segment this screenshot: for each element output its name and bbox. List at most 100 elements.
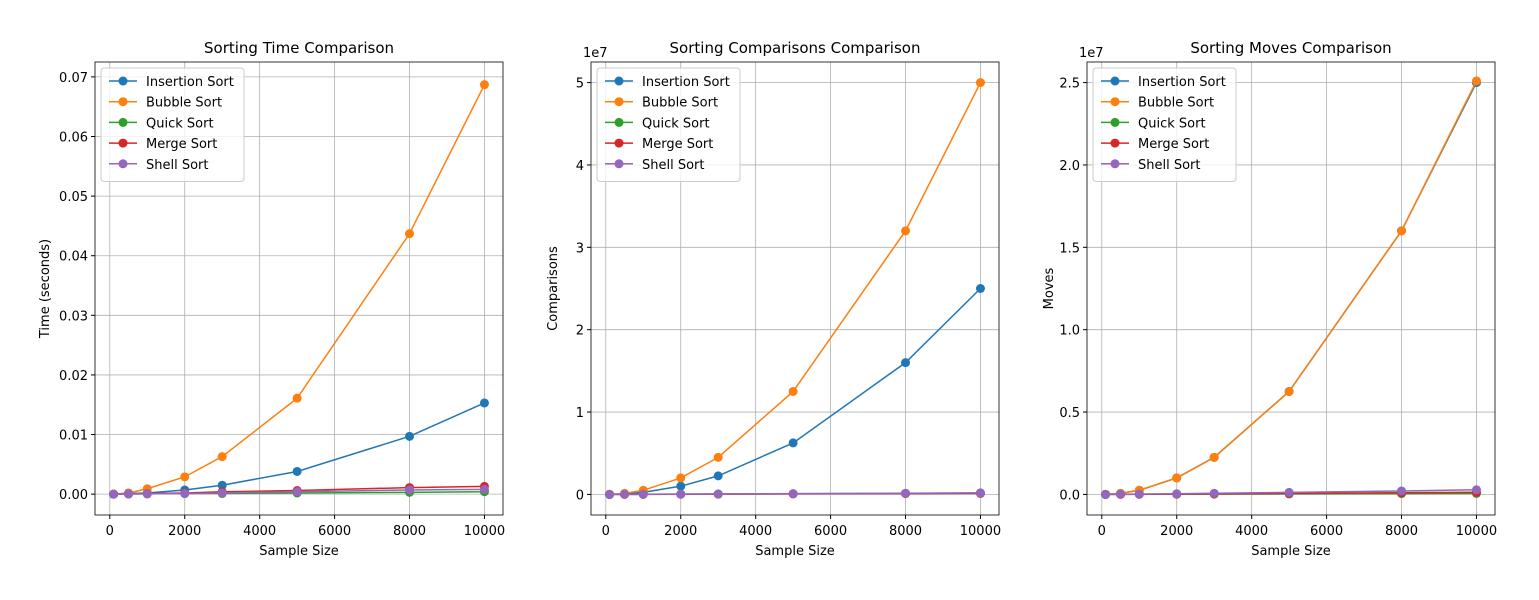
subplot: Sorting Moves Comparison 0 2000 4000 6000 800… (1042, 39, 1497, 559)
x-tick-label: 8000 (393, 524, 426, 539)
legend-frame (1092, 67, 1237, 182)
legend: Insertion Sort Bubble Sort Quick Sort Merge… (100, 67, 245, 182)
legend-label: Merge Sort (1138, 137, 1209, 152)
legend-marker (1110, 138, 1120, 148)
data-point (217, 480, 227, 490)
y-tick-label: 0.5 (1059, 406, 1080, 421)
legend: Insertion Sort Bubble Sort Quick Sort Merge… (1092, 67, 1237, 182)
data-point (405, 229, 415, 239)
legend-label: Quick Sort (146, 116, 214, 131)
legend-marker (614, 159, 624, 169)
y-tick-label: 3 (576, 241, 584, 256)
x-axis-label: Sample Size (755, 544, 835, 559)
y-tick-label: 0.00 (59, 488, 88, 503)
data-point (1284, 487, 1294, 497)
x-tick-label: 10000 (960, 524, 1001, 539)
data-point (217, 452, 227, 462)
legend-marker (1110, 117, 1120, 127)
data-point (676, 489, 686, 499)
data-point (180, 489, 190, 499)
data-point (975, 488, 985, 498)
legend-marker (614, 117, 624, 127)
x-tick-label: 4000 (1235, 524, 1268, 539)
data-point (1116, 489, 1126, 499)
x-axis-label: Sample Size (1251, 544, 1331, 559)
data-point (142, 489, 152, 499)
chart-title: Sorting Moves Comparison (1190, 39, 1391, 57)
x-tick-label: 0 (106, 524, 114, 539)
legend-label: Merge Sort (146, 137, 217, 152)
legend-label: Insertion Sort (642, 75, 730, 90)
chart-title: Sorting Time Comparison (204, 39, 394, 57)
y-tick-label: 0.01 (59, 429, 88, 444)
legend-label: Shell Sort (146, 158, 209, 173)
data-point (479, 80, 489, 90)
data-point (713, 471, 723, 481)
y-tick-label: 0.07 (59, 71, 88, 86)
legend-label: Shell Sort (642, 158, 705, 173)
legend-marker (614, 138, 624, 148)
y-tick-label: 2 (576, 324, 584, 339)
y-tick-label: 0.04 (59, 250, 88, 265)
legend-frame (100, 67, 245, 182)
legend-label: Bubble Sort (642, 96, 718, 111)
y-axis-label: Comparisons (546, 246, 561, 331)
legend-label: Merge Sort (642, 137, 713, 152)
y-offset-label: 1e7 (1079, 46, 1104, 61)
x-tick-label: 6000 (318, 524, 351, 539)
data-point (479, 398, 489, 408)
data-point (405, 431, 415, 441)
x-tick-label: 6000 (1310, 524, 1343, 539)
x-tick-label: 8000 (889, 524, 922, 539)
data-point (479, 484, 489, 494)
legend-label: Quick Sort (1138, 116, 1206, 131)
axes-frame (94, 61, 504, 516)
y-tick-label: 0.06 (59, 131, 88, 146)
data-point (1209, 452, 1219, 462)
y-tick-label: 1.0 (1059, 324, 1080, 339)
y-tick-label: 0 (576, 488, 584, 503)
data-point (713, 489, 723, 499)
y-axis-label: Time (seconds) (38, 239, 53, 339)
data-point (1172, 473, 1182, 483)
data-point (788, 438, 798, 448)
data-point (1209, 488, 1219, 498)
legend-marker (1110, 97, 1120, 107)
axes-frame (590, 61, 1000, 516)
data-point (638, 489, 648, 499)
data-point (292, 393, 302, 403)
data-point (292, 487, 302, 497)
data-point (713, 452, 723, 462)
data-point (975, 284, 985, 293)
y-tick-label: 0.02 (59, 369, 88, 384)
data-point (180, 472, 190, 482)
legend-marker (614, 76, 624, 86)
legend-label: Shell Sort (1138, 158, 1201, 173)
y-tick-label: 5 (576, 77, 584, 92)
data-point (1172, 489, 1182, 499)
x-tick-label: 2000 (664, 524, 697, 539)
legend-marker (118, 138, 128, 148)
legend-label: Bubble Sort (1138, 96, 1214, 111)
data-point (901, 226, 911, 236)
legend-marker (118, 76, 128, 86)
data-point (605, 489, 615, 499)
data-point (788, 489, 798, 499)
axes-frame (1086, 61, 1496, 516)
x-tick-label: 0 (1098, 524, 1106, 539)
data-point (1134, 489, 1144, 499)
legend-label: Insertion Sort (146, 75, 234, 90)
x-tick-label: 2000 (168, 524, 201, 539)
x-tick-label: 8000 (1385, 524, 1418, 539)
x-tick-label: 4000 (243, 524, 276, 539)
y-offset-label: 1e7 (583, 46, 608, 61)
data-point (901, 488, 911, 498)
legend-marker (1110, 159, 1120, 169)
x-tick-label: 6000 (814, 524, 847, 539)
data-point (1471, 485, 1481, 495)
legend-marker (1110, 76, 1120, 86)
y-tick-label: 2.0 (1059, 159, 1080, 174)
data-point (217, 488, 227, 498)
x-tick-label: 4000 (739, 524, 772, 539)
data-point (292, 466, 302, 476)
